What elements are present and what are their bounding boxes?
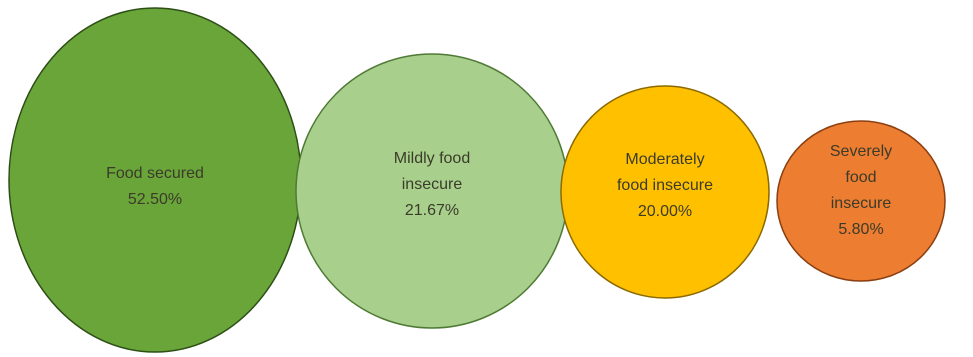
bubble-label-line: 52.50% [128,191,182,208]
bubble-label-line: Mildly food [394,150,470,167]
bubble-label-moderately-food-insecure: Moderately food insecure 20.00% [617,151,713,220]
bubble-label-line: 5.80% [838,221,883,238]
bubble-severely-food-insecure [776,120,946,282]
bubble-label-line: Severely [830,143,892,160]
bubble-label-severely-food-insecure: Severely food insecure 5.80% [830,143,892,238]
bubble-label-line: insecure [831,195,892,212]
bubble-label-line: Moderately [625,151,704,168]
bubble-label-food-secured: Food secured 52.50% [106,165,204,208]
bubble-label-line: 20.00% [638,203,692,220]
bubble-label-line: 21.67% [405,202,459,219]
bubble-label-line: food [845,169,876,186]
bubble-label-line: Food secured [106,165,204,182]
bubble-moderately-food-insecure [560,85,770,299]
bubble-label-line: insecure [402,176,463,193]
bubbles-group: Food secured 52.50% Mildly food insecure 21.… [8,7,946,353]
bubble-label-line: food insecure [617,177,713,194]
bubble-label-mildly-food-insecure: Mildly food insecure 21.67% [394,150,470,219]
